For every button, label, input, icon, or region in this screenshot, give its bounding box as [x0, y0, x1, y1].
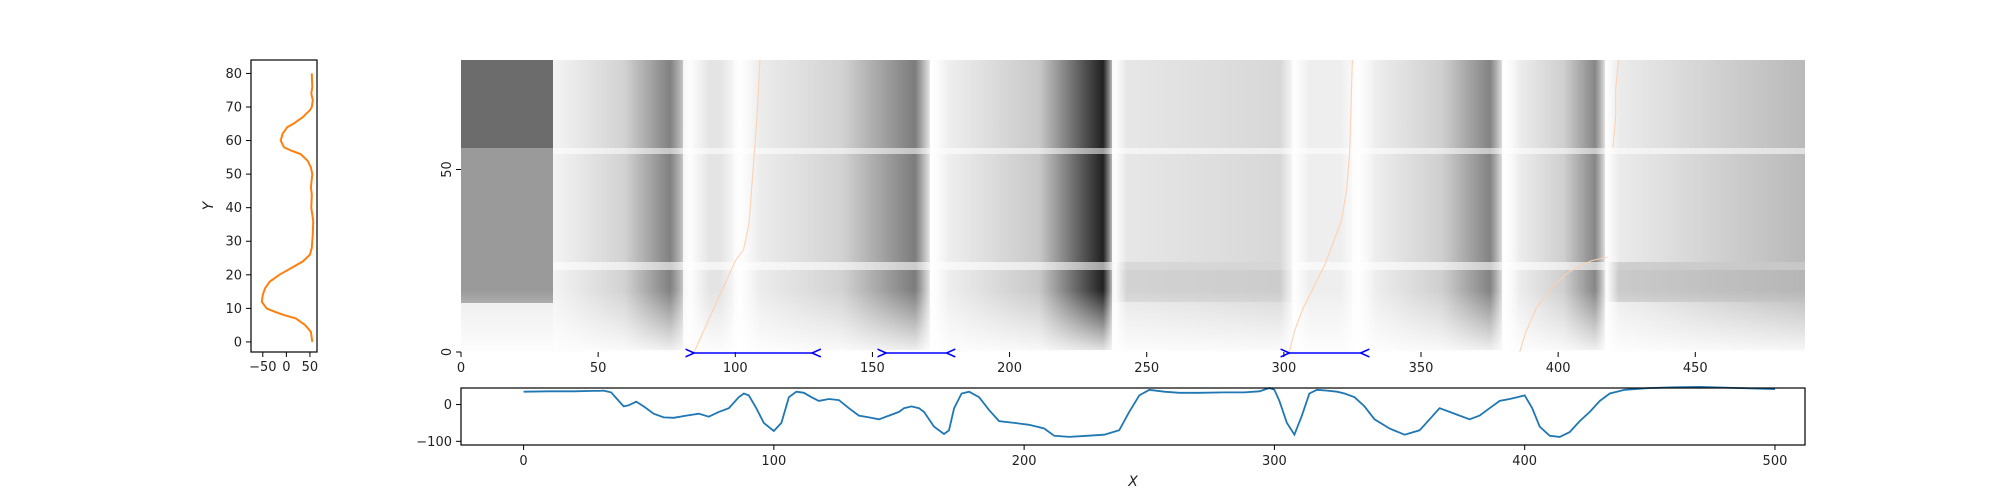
left-y-tick-label: 10: [225, 302, 242, 317]
left-y-tick-label: 20: [225, 268, 242, 283]
heatmap-bottom-fade: [461, 290, 1805, 352]
left-y-tick-label: 40: [225, 201, 242, 216]
left-x-tick-label: 0: [282, 360, 290, 375]
heatmap-dark-block: [461, 60, 553, 148]
bottom-signal-content: [523, 385, 1776, 438]
left-x-tick-label: −50: [249, 360, 276, 375]
heatmap-x-tick-label: 450: [1683, 361, 1708, 376]
heatmap-x-tick-label: 300: [1271, 361, 1296, 376]
bottom-x-tick-label: 300: [1262, 454, 1287, 469]
heatmap-x-tick-label: 0: [457, 361, 465, 376]
heatmap-overlays: [693, 60, 1620, 352]
heatmap-y-tick-label: 0: [440, 348, 455, 356]
heatmap-x-tick-label: 400: [1546, 361, 1571, 376]
heatmap-x-tick-label: 250: [1134, 361, 1159, 376]
bottom-x-tick-label: 100: [761, 454, 786, 469]
heatmap-x-tick-label: 350: [1409, 361, 1434, 376]
left-profile-panel: 0 10 20 30 40 50 60 70 80 −50 0 50 Y: [201, 59, 318, 375]
heatmap-panel: 0 50 100 150 200 250 300 350 400 450 0 50: [440, 60, 1805, 376]
bottom-signal-frame: [460, 387, 1806, 446]
left-y-tick-label: 0: [234, 335, 242, 350]
bottom-y-tick-label: −100: [416, 435, 452, 450]
bottom-x-tick-label: 200: [1012, 454, 1037, 469]
heatmap-overlay-line: [693, 60, 761, 352]
signal-line: [523, 385, 1776, 438]
bottom-y-tick-label: 0: [444, 398, 452, 413]
left-profile-frame: [250, 59, 318, 353]
heatmap-x-tick-label: 100: [723, 361, 748, 376]
heatmap-overlay-line: [1612, 60, 1620, 148]
heatmap-axes: 0 50 100 150 200 250 300 350 400 450 0 50: [440, 161, 1708, 376]
left-profile-axes: 0 10 20 30 40 50 60 70 80 −50 0 50 Y: [201, 67, 318, 375]
bottom-signal-panel: 0 100 200 300 400 500 −100 0 X: [416, 385, 1806, 490]
left-x-tick-label: 50: [302, 360, 319, 375]
left-y-tick-label: 70: [225, 100, 242, 115]
profile-line: [260, 73, 315, 343]
left-y-tick-label: 30: [225, 235, 242, 250]
heatmap-overlay-line: [1288, 60, 1353, 352]
heatmap-layer-mid: [553, 148, 1805, 154]
left-y-axis-label: Y: [201, 200, 217, 210]
heatmap-x-tick-label: 50: [590, 361, 607, 376]
bottom-x-tick-label: 400: [1512, 454, 1537, 469]
left-y-tick-label: 80: [225, 67, 242, 82]
heatmap-x-tick-label: 150: [860, 361, 885, 376]
left-y-tick-label: 60: [225, 134, 242, 149]
heatmap-y-tick-label: 50: [440, 161, 455, 178]
heatmap-image: [461, 60, 1805, 352]
left-y-tick-label: 50: [225, 168, 242, 183]
heatmap-x-tick-label: 200: [997, 361, 1022, 376]
bottom-x-axis-label: X: [1127, 474, 1138, 490]
bottom-x-tick-label: 0: [519, 454, 527, 469]
left-profile-content: [260, 73, 315, 343]
heatmap-overlay-line: [1519, 256, 1608, 352]
bottom-signal-axes: 0 100 200 300 400 500 −100 0 X: [416, 398, 1787, 490]
bottom-x-tick-label: 500: [1763, 454, 1788, 469]
heatmap-dark-block-lower: [461, 148, 553, 303]
